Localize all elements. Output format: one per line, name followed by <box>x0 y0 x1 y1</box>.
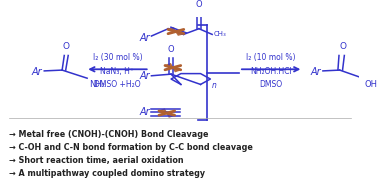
Polygon shape <box>159 109 167 113</box>
Text: OH: OH <box>365 80 378 89</box>
Text: → Metal free (CNOH)-(CNOH) Bond Cleavage: → Metal free (CNOH)-(CNOH) Bond Cleavage <box>9 130 208 139</box>
Text: n: n <box>212 81 217 90</box>
Text: CH₃: CH₃ <box>214 31 227 37</box>
Text: Ar: Ar <box>139 71 150 81</box>
Polygon shape <box>165 64 173 68</box>
Text: I₂ (10 mol %): I₂ (10 mol %) <box>246 53 296 62</box>
Polygon shape <box>167 113 175 117</box>
Polygon shape <box>168 28 176 31</box>
Text: → Short reaction time, aerial oxidation: → Short reaction time, aerial oxidation <box>9 156 183 165</box>
Text: O: O <box>340 42 347 51</box>
Text: O: O <box>168 45 174 54</box>
Text: → A multipathway coupled domino strategy: → A multipathway coupled domino strategy <box>9 169 204 178</box>
Text: NaN₃, H⁺: NaN₃, H⁺ <box>101 67 135 76</box>
Text: NH₂OH.HCl: NH₂OH.HCl <box>250 67 292 76</box>
Text: Ar: Ar <box>139 107 150 117</box>
Text: O: O <box>63 42 70 51</box>
Polygon shape <box>176 31 184 35</box>
Text: → C-OH and C-N bond formation by C-C bond cleavage: → C-OH and C-N bond formation by C-C bon… <box>9 143 253 152</box>
Text: Ar: Ar <box>139 33 150 43</box>
Text: NH₂: NH₂ <box>89 80 105 89</box>
Text: O: O <box>196 0 202 9</box>
Text: Ar: Ar <box>32 67 42 77</box>
Text: DMSO +H₂O: DMSO +H₂O <box>94 80 141 89</box>
Text: Ar: Ar <box>310 67 321 77</box>
Polygon shape <box>173 68 181 71</box>
Text: I₂ (30 mol %): I₂ (30 mol %) <box>93 53 142 62</box>
Text: DMSO: DMSO <box>260 80 283 89</box>
